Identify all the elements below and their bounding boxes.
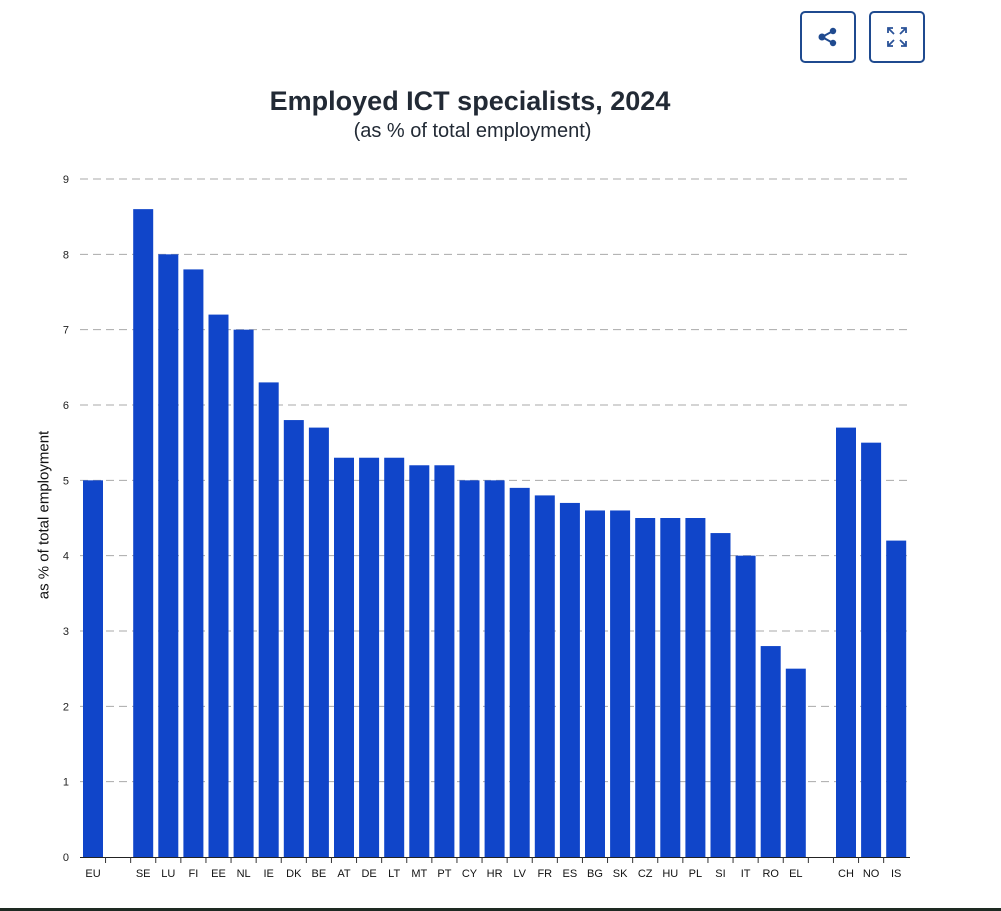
x-tick-label: DK — [286, 868, 302, 880]
x-tick-label: IE — [263, 868, 273, 880]
bar-si — [710, 533, 731, 857]
bar-sk — [610, 510, 631, 857]
bar-de — [359, 457, 380, 857]
x-tick-label: CH — [838, 868, 854, 880]
bar-mt — [409, 465, 430, 857]
y-tick-label: 1 — [63, 777, 69, 789]
x-tick-label: EE — [211, 868, 226, 880]
bar-ee — [208, 314, 229, 858]
chart-subtitle: (as % of total employment) — [353, 120, 592, 142]
bar-el — [785, 668, 806, 857]
y-tick-label: 8 — [63, 249, 69, 261]
x-tick-label: LV — [513, 868, 526, 880]
bar-fr — [534, 495, 555, 857]
x-tick-label: SK — [613, 868, 628, 880]
y-tick-label: 5 — [63, 475, 69, 487]
x-tick-label: MT — [411, 868, 427, 880]
x-tick-label: PL — [689, 868, 702, 880]
footer-strip — [0, 908, 1001, 911]
x-tick-label: ES — [563, 868, 578, 880]
bar-pl — [685, 518, 706, 857]
x-tick-label: FI — [189, 868, 199, 880]
bar-ie — [258, 382, 279, 857]
fullscreen-button[interactable] — [869, 11, 925, 63]
bar-lu — [158, 254, 179, 858]
x-tick-label: LT — [388, 868, 400, 880]
x-tick-label: NL — [237, 868, 251, 880]
x-tick-label: PT — [437, 868, 451, 880]
x-tick-label: CZ — [638, 868, 653, 880]
bar-bg — [585, 510, 605, 857]
x-tick-label: HR — [487, 868, 503, 880]
x-tick-label: FR — [537, 868, 552, 880]
share-button[interactable] — [800, 11, 856, 63]
x-tick-label: LU — [161, 868, 175, 880]
bar-ch — [836, 427, 856, 857]
expand-icon — [887, 27, 907, 47]
bar-cz — [635, 518, 656, 857]
x-tick-label: CY — [462, 868, 478, 880]
y-tick-label: 0 — [63, 852, 69, 864]
bar-ro — [760, 646, 781, 857]
bar-cy — [459, 480, 480, 857]
x-tick-label: EU — [85, 868, 100, 880]
x-tick-label: BE — [312, 868, 327, 880]
x-tick-label: BG — [587, 868, 603, 880]
bar-pt — [434, 465, 455, 857]
x-tick-label: AT — [337, 868, 351, 880]
bar-lt — [384, 457, 405, 857]
bar-is — [886, 540, 907, 857]
x-tick-label: HU — [662, 868, 678, 880]
bar-dk — [283, 420, 304, 857]
bar-es — [559, 502, 580, 857]
x-tick-label: DE — [361, 868, 376, 880]
x-tick-label: SI — [715, 868, 725, 880]
x-tick-label: EL — [789, 868, 802, 880]
y-tick-label: 4 — [63, 551, 69, 563]
y-tick-label: 3 — [63, 626, 69, 638]
y-tick-label: 7 — [63, 325, 69, 337]
share-icon — [818, 27, 837, 47]
bar-hu — [660, 518, 681, 857]
bar-fi — [183, 269, 204, 857]
x-tick-label: IT — [741, 868, 751, 880]
y-tick-label: 9 — [63, 174, 69, 186]
y-tick-label: 6 — [63, 400, 69, 412]
y-tick-label: 2 — [63, 701, 69, 713]
bar-be — [308, 427, 329, 857]
bar-nl — [233, 329, 254, 858]
x-tick-label: IS — [891, 868, 901, 880]
bar-it — [735, 555, 756, 857]
x-tick-label: NO — [863, 868, 880, 880]
bar-no — [861, 442, 882, 857]
x-tick-label: RO — [762, 868, 779, 880]
bar-at — [334, 457, 354, 857]
bar-hr — [484, 480, 505, 857]
bar-se — [133, 209, 154, 858]
bar-eu — [83, 480, 103, 857]
chart-title: Employed ICT specialists, 2024 — [269, 86, 671, 116]
x-tick-label: SE — [136, 868, 151, 880]
bar-lv — [509, 487, 530, 857]
